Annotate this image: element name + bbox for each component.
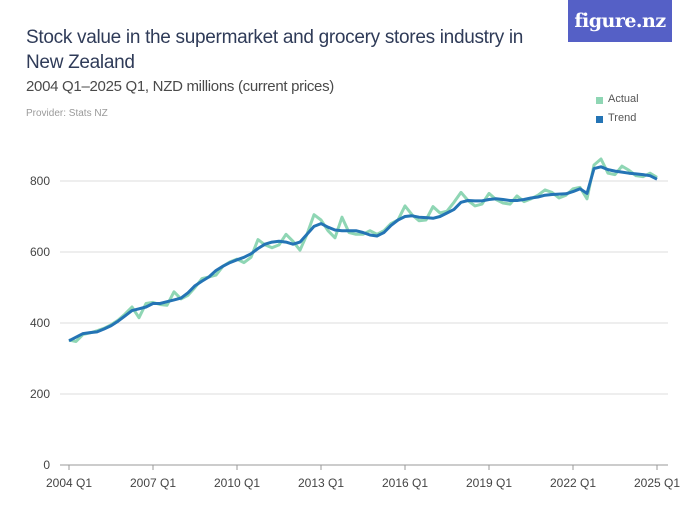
x-tick-label: 2025 Q1 (634, 476, 680, 490)
figure-nz-logo[interactable]: figure.nz (568, 0, 672, 42)
y-tick-label: 800 (30, 174, 50, 188)
chart-subtitle: 2004 Q1–2025 Q1, NZD millions (current p… (26, 78, 334, 95)
y-tick-label: 600 (30, 245, 50, 259)
x-tick-label: 2004 Q1 (46, 476, 92, 490)
y-tick-label: 0 (43, 458, 50, 472)
legend-item-actual: Actual (596, 89, 639, 108)
series-line-actual (68, 157, 658, 343)
y-tick-label: 400 (30, 316, 50, 330)
x-tick-label: 2022 Q1 (550, 476, 596, 490)
x-tick-label: 2016 Q1 (382, 476, 428, 490)
y-tick-label: 200 (30, 387, 50, 401)
legend-swatch-trend (596, 115, 603, 123)
legend-item-trend: Trend (596, 108, 639, 127)
legend-label-actual: Actual (608, 92, 639, 105)
x-tick-label: 2007 Q1 (130, 476, 176, 490)
series-line-trend (68, 165, 658, 343)
x-tick-label: 2019 Q1 (466, 476, 512, 490)
chart-title: Stock value in the supermarket and groce… (26, 27, 524, 73)
x-tick-label: 2010 Q1 (214, 476, 260, 490)
x-tick-label: 2013 Q1 (298, 476, 344, 490)
legend-swatch-actual (596, 96, 603, 104)
provider-label: Provider: Stats NZ (26, 108, 108, 119)
legend: Actual Trend (596, 89, 639, 127)
legend-label-trend: Trend (608, 111, 637, 124)
